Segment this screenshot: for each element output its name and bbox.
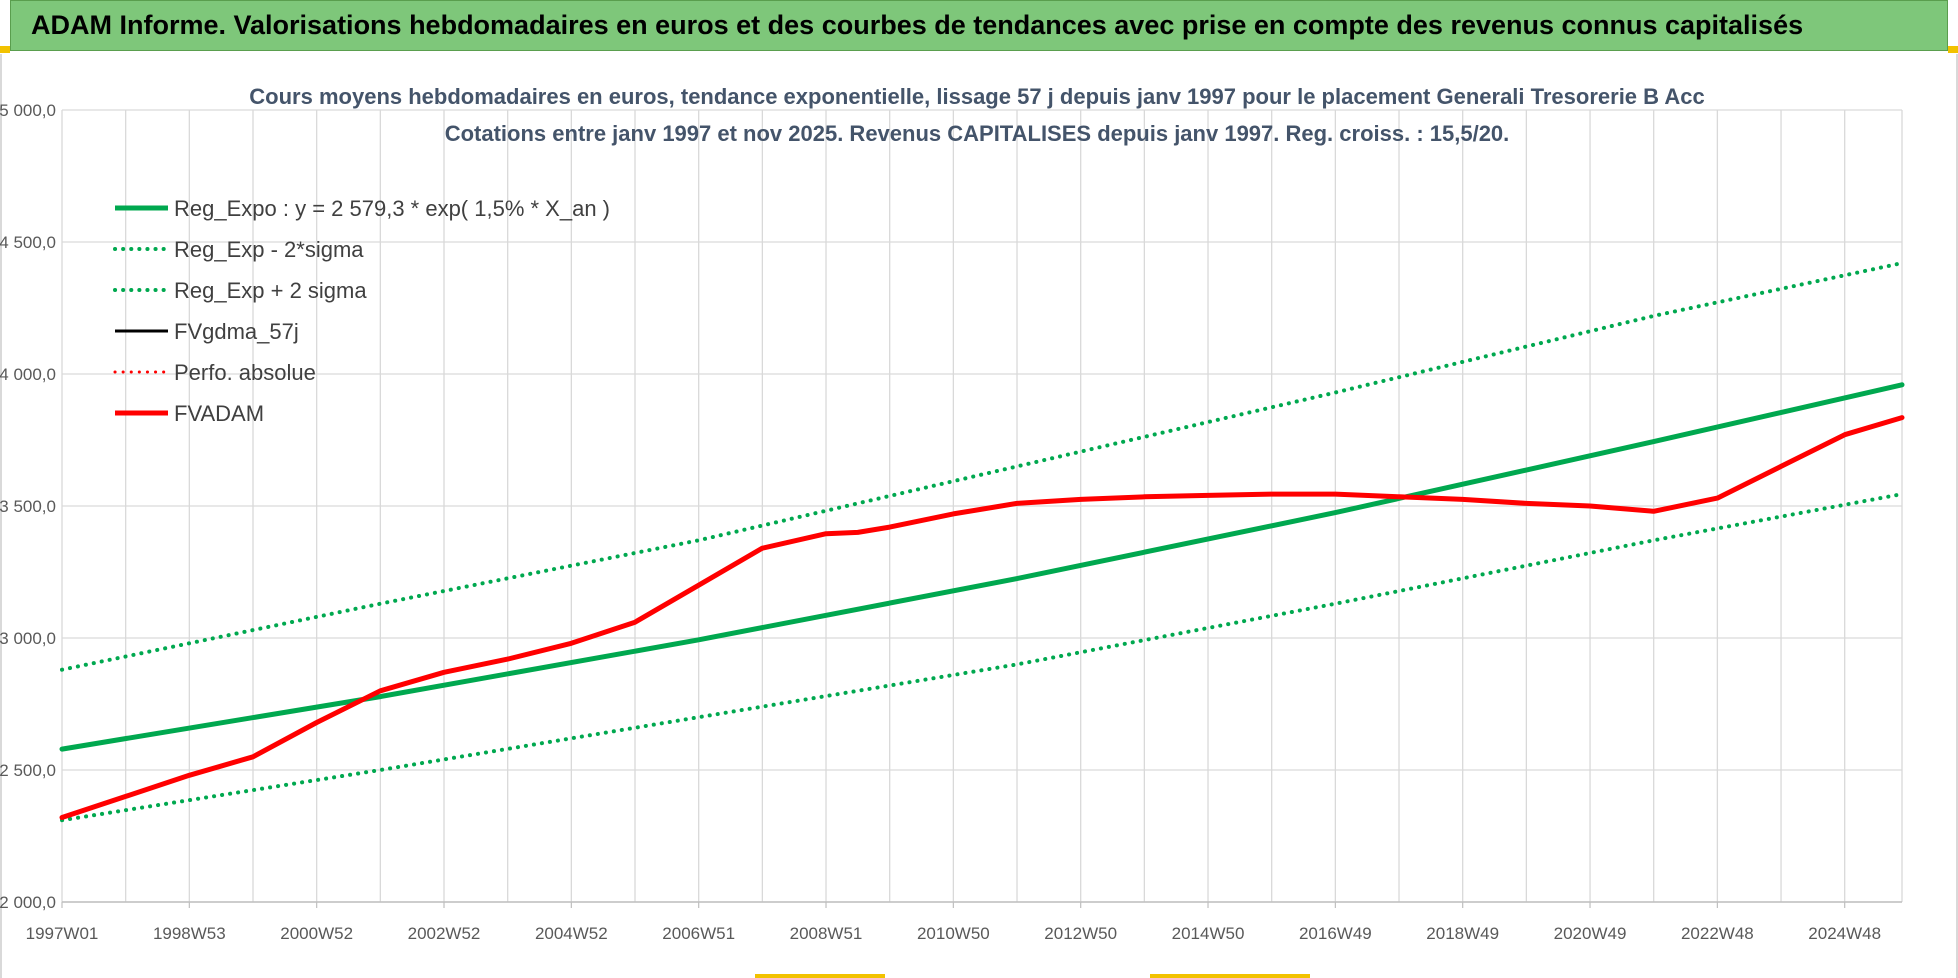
x-tick-label: 2020W49	[1554, 924, 1627, 943]
chart-title-line-2: Cotations entre janv 1997 et nov 2025. R…	[445, 121, 1510, 146]
x-tick-label: 2022W48	[1681, 924, 1754, 943]
banner-title: ADAM Informe. Valorisations hebdomadaire…	[31, 10, 1804, 40]
bottom-marker	[1150, 974, 1310, 978]
banner-corner-left	[0, 46, 10, 53]
report-banner: ADAM Informe. Valorisations hebdomadaire…	[10, 0, 1948, 51]
x-tick-label: 1998W53	[153, 924, 226, 943]
bottom-marker	[755, 974, 885, 978]
y-tick-label: 3 000,0	[0, 629, 56, 648]
x-tick-label: 1997W01	[26, 924, 99, 943]
y-tick-label: 3 500,0	[0, 497, 56, 516]
x-tick-label: 2018W49	[1426, 924, 1499, 943]
legend-label: Reg_Exp - 2*sigma	[174, 237, 364, 262]
series-line-2	[60, 492, 1904, 823]
x-tick-label: 2006W51	[662, 924, 735, 943]
chart-frame	[0, 54, 1958, 978]
banner-corner-right	[1948, 46, 1958, 53]
x-tick-label: 2010W50	[917, 924, 990, 943]
y-tick-label: 2 500,0	[0, 761, 56, 780]
series-line-1	[59, 382, 1905, 752]
x-tick-label: 2016W49	[1299, 924, 1372, 943]
legend-label: Perfo. absolue	[174, 360, 316, 385]
x-tick-label: 2008W51	[790, 924, 863, 943]
series-group	[59, 261, 1905, 823]
legend: Reg_Expo : y = 2 579,3 * exp( 1,5% * X_a…	[113, 196, 610, 426]
series-line-6	[59, 415, 1905, 820]
series-line-3	[60, 261, 1904, 672]
grid	[61, 109, 1903, 903]
axes: 2 000,0 2 500,0 3 000,0 3 500,0 4 000,0 4 500…	[0, 101, 1902, 943]
legend-label: Reg_Expo : y = 2 579,3 * exp( 1,5% * X_a…	[174, 196, 610, 221]
x-tick-label: 2004W52	[535, 924, 608, 943]
x-tick-label: 2024W48	[1808, 924, 1881, 943]
y-tick-label: 4 500,0	[0, 233, 56, 252]
x-tick-label: 2012W50	[1044, 924, 1117, 943]
legend-label: FVgdma_57j	[174, 319, 299, 344]
x-tick-label: 2000W52	[280, 924, 353, 943]
legend-label: FVADAM	[174, 401, 264, 426]
legend-label: Reg_Exp + 2 sigma	[174, 278, 367, 303]
y-tick-label: 4 000,0	[0, 365, 56, 384]
y-tick-label: 5 000,0	[0, 101, 56, 120]
chart-title-line-1: Cours moyens hebdomadaires en euros, ten…	[249, 84, 1704, 109]
y-tick-label: 2 000,0	[0, 893, 56, 912]
x-tick-label: 2014W50	[1172, 924, 1245, 943]
x-tick-label: 2002W52	[408, 924, 481, 943]
